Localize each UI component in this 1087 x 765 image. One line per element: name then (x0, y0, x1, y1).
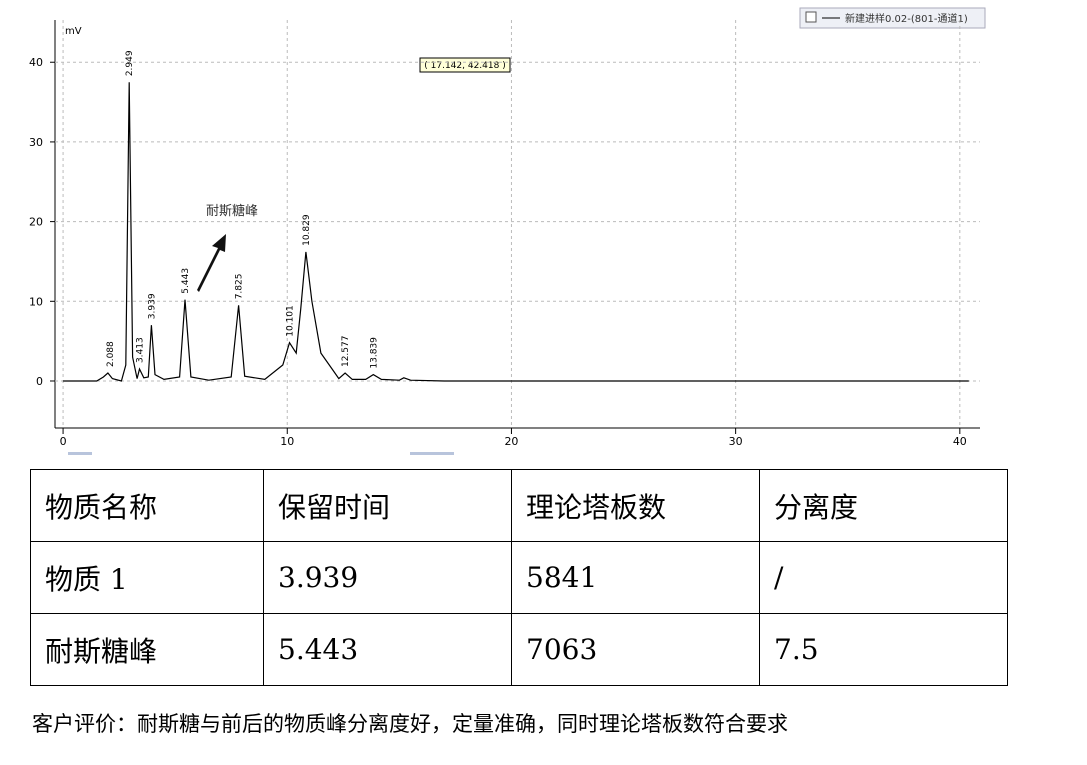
annotation: 耐斯糖峰 (206, 203, 258, 219)
peak-label: 7.825 (234, 274, 244, 300)
table-cell: / (759, 541, 1008, 614)
signal-line (63, 82, 969, 382)
peak-label: 3.939 (147, 293, 157, 319)
chromatogram: 新建进样0.02-(801-通道1) ( 17.142, 42.418 ) 耐斯… (29, 7, 986, 455)
peak-label: 12.577 (341, 336, 351, 368)
results-table: 物质名称 保留时间 理论塔板数 分离度 物质 1 3.939 5841/耐斯糖峰 5.443 7… (30, 469, 1008, 686)
table-row: 物质名称 保留时间 理论塔板数 分离度 (30, 469, 1008, 542)
y-tick-label: 40 (29, 56, 43, 69)
customer-note: 客户评价：耐斯糖与前后的物质峰分离度好，定量准确，同时理论塔板数符合要求 (32, 712, 788, 736)
y-unit: mV (65, 26, 82, 37)
y-tick-label: 30 (29, 136, 43, 149)
table-cell: 物质名称 (30, 469, 264, 542)
y-tick-label: 0 (36, 375, 43, 388)
peak-label: 3.413 (136, 337, 146, 363)
table-cell: 耐斯糖峰 (30, 613, 264, 686)
annotation-arrow (197, 234, 226, 292)
y-tick-label: 20 (29, 216, 43, 229)
table-cell: 7.5 (759, 613, 1008, 686)
table-cell: 7063 (511, 613, 760, 686)
x-tick-label: 0 (60, 435, 67, 448)
legend-box (799, 7, 986, 29)
x-tick-label: 40 (953, 435, 967, 448)
table-cell: 5.443 (263, 613, 512, 686)
peak-label: 10.829 (302, 214, 312, 246)
table-cell: 3.939 (263, 541, 512, 614)
table-row: 物质 1 3.939 5841/ (30, 541, 1008, 614)
scroll-mark (68, 452, 92, 455)
x-tick-label: 30 (729, 435, 743, 448)
peak-label: 2.088 (106, 341, 116, 367)
x-tick-label: 20 (504, 435, 518, 448)
x-tick-label: 10 (280, 435, 294, 448)
table-cell: 保留时间 (263, 469, 512, 542)
legend-checkbox[interactable] (805, 11, 817, 23)
table-cell: 理论塔板数 (511, 469, 760, 542)
table-cell: 物质 1 (30, 541, 264, 614)
scroll-mark (410, 452, 454, 455)
cursor-readout: ( 17.142, 42.418 ) (424, 61, 505, 71)
peak-label: 2.949 (125, 50, 135, 76)
table-row: 耐斯糖峰 5.443 7063 7.5 (30, 613, 1008, 686)
legend-label: 新建进样0.02-(801-通道1) (845, 12, 968, 25)
peak-label: 10.101 (286, 305, 296, 337)
table-cell: 5841 (511, 541, 760, 614)
peak-label: 5.443 (181, 268, 191, 294)
y-tick-label: 10 (29, 295, 43, 308)
table-cell: 分离度 (759, 469, 1008, 542)
cursor-readout-box (419, 57, 511, 73)
peak-label: 13.839 (369, 337, 379, 369)
